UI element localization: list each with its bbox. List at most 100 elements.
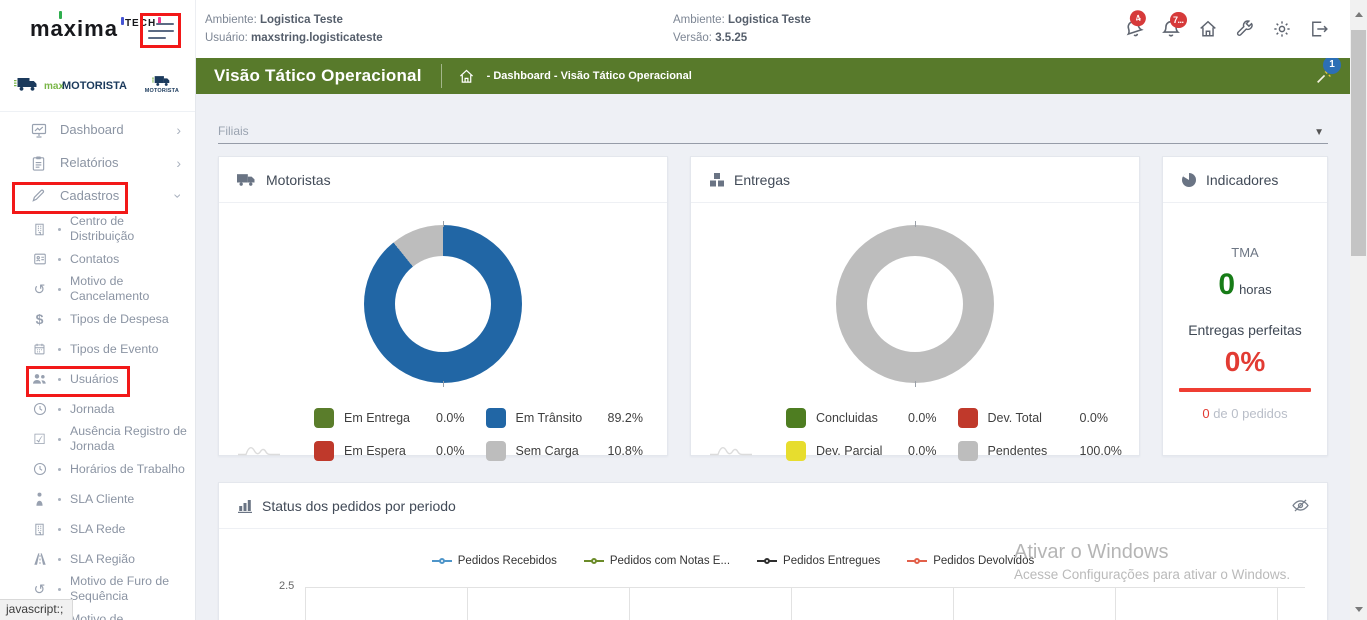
notifications-bell-icon[interactable]: 4 bbox=[1123, 8, 1148, 41]
sidebar-subitem-label: Jornada bbox=[70, 401, 115, 416]
scrollbar-up-arrow[interactable] bbox=[1350, 6, 1367, 23]
sidebar-subitem-centro-de-distribuicao[interactable]: Centro de Distribuição bbox=[0, 214, 195, 244]
pedidos-zero: 0 bbox=[1202, 406, 1210, 421]
sparkline-icon[interactable] bbox=[708, 441, 756, 457]
sparkline-icon[interactable] bbox=[236, 441, 284, 457]
sidebar-item-dashboard[interactable]: Dashboard › bbox=[0, 113, 195, 146]
motoristas-donut-chart bbox=[364, 221, 522, 387]
sidebar-subitem-usuarios[interactable]: Usuários bbox=[0, 364, 195, 397]
users-icon bbox=[31, 373, 48, 386]
caret-down-icon: ▼ bbox=[1314, 127, 1324, 138]
legend-line bbox=[443, 560, 452, 562]
wand-badge: 1 bbox=[1323, 58, 1341, 74]
top-header: maxima TECH Ambiente: Logistica Teste Us… bbox=[0, 0, 1350, 58]
vertical-scrollbar[interactable] bbox=[1350, 0, 1367, 620]
legend-item-pedidos-recebidos[interactable]: Pedidos Recebidos bbox=[431, 555, 557, 567]
logout-icon[interactable] bbox=[1310, 20, 1328, 38]
page-title: Visão Tático Operacional bbox=[214, 66, 422, 85]
sidebar-subitem-ausencia-registro-de-jornada[interactable]: ☑ Ausência Registro de Jornada bbox=[0, 424, 195, 454]
motorista-mini-logo[interactable]: MOTORISTA bbox=[145, 75, 179, 94]
sidebar-subitem-tipos-de-despesa[interactable]: $ Tipos de Despesa bbox=[0, 304, 195, 334]
home-icon[interactable] bbox=[1199, 20, 1217, 38]
legend-line bbox=[769, 560, 778, 562]
ambiente-value: Logistica Teste bbox=[727, 14, 811, 26]
breadcrumb-home-icon[interactable] bbox=[459, 69, 474, 84]
sidebar-item-label: Dashboard bbox=[60, 122, 124, 137]
legend-item-pedidos-com-notas[interactable]: Pedidos com Notas E... bbox=[583, 555, 731, 567]
bullet-dot bbox=[58, 287, 61, 291]
gear-icon[interactable] bbox=[1273, 20, 1291, 38]
filiais-label: Filiais bbox=[218, 124, 249, 138]
legend-item: Pendentes 100.0% bbox=[957, 441, 1130, 461]
sidebar-subitem-label: Centro de Distribuição bbox=[70, 214, 135, 243]
sidebar-subitem-contatos[interactable]: Contatos bbox=[0, 244, 195, 274]
donut-tick bbox=[915, 221, 916, 227]
pencil-icon bbox=[30, 188, 47, 203]
legend-swatch bbox=[957, 408, 978, 428]
sidebar-subitem-sla-regiao[interactable]: SLA Região bbox=[0, 544, 195, 574]
annotation-box-hamburger bbox=[140, 13, 181, 48]
card-title: Motoristas bbox=[266, 171, 331, 188]
scrollbar-thumb[interactable] bbox=[1351, 30, 1366, 256]
sidebar-subitem-sla-cliente[interactable]: SLA Cliente bbox=[0, 484, 195, 514]
truck-icon bbox=[237, 173, 257, 187]
red-underline bbox=[1179, 388, 1311, 392]
legend-label: Sem Carga bbox=[515, 444, 579, 458]
eye-slash-icon[interactable] bbox=[1292, 497, 1309, 514]
pedidos-count-line: 0 de 0 pedidos bbox=[1163, 406, 1327, 421]
usuario-label: Usuário: bbox=[205, 32, 248, 44]
ambiente-label: Ambiente: bbox=[205, 14, 257, 26]
entregas-card: Entregas Concluidas 0.0% bbox=[690, 156, 1140, 461]
scrollbar-down-arrow[interactable] bbox=[1350, 601, 1367, 618]
bullet-dot bbox=[58, 407, 61, 411]
sidebar-subitem-label: Tipos de Despesa bbox=[70, 311, 169, 326]
sidebar-subitem-jornada[interactable]: Jornada bbox=[0, 394, 195, 424]
legend-swatch bbox=[314, 441, 334, 461]
sidebar-subitem-horarios-de-trabalho[interactable]: Horários de Trabalho bbox=[0, 454, 195, 484]
sidebar-item-cadastros[interactable]: Cadastros › bbox=[0, 179, 195, 214]
magic-wand-icon[interactable]: 1 bbox=[1315, 58, 1341, 85]
legend-value: 0.0% bbox=[436, 444, 465, 458]
legend-label: Pedidos Devolvidos bbox=[933, 555, 1035, 567]
versao-label: Versão: bbox=[673, 32, 712, 44]
legend-value: 0.0% bbox=[908, 444, 937, 458]
status-bar-link-preview: javascript:; bbox=[0, 599, 74, 620]
sidebar-item-relatorios[interactable]: Relatórios › bbox=[0, 146, 195, 179]
logo-text: MOTORISTA bbox=[144, 88, 179, 94]
maxmotorista-logo[interactable]: maxMOTORISTA bbox=[14, 76, 127, 94]
legend-item-pedidos-devolvidos[interactable]: Pedidos Devolvidos bbox=[907, 555, 1034, 567]
legend-line bbox=[595, 560, 604, 562]
bullet-dot bbox=[58, 377, 61, 381]
sidebar: maxMOTORISTA MOTORISTA Dashboard › Relat… bbox=[0, 58, 196, 620]
bullet-dot bbox=[58, 347, 61, 351]
status-pedidos-card: Status dos pedidos por periodo Pedidos R… bbox=[218, 482, 1328, 620]
legend-item-pedidos-entregues[interactable]: Pedidos Entregues bbox=[757, 555, 880, 567]
sidebar-subitem-motivo-de-furo-de-sequencia[interactable]: ↺ Motivo de Furo de Sequência bbox=[0, 574, 195, 604]
tma-label: TMA bbox=[1231, 245, 1259, 260]
filiais-select[interactable]: Filiais ▼ bbox=[218, 120, 1328, 144]
card-title: Status dos pedidos por periodo bbox=[262, 497, 456, 514]
ambiente-label: Ambiente: bbox=[673, 14, 725, 26]
sidebar-subitem-label: Contatos bbox=[70, 251, 120, 266]
versao-value: 3.5.25 bbox=[715, 32, 748, 44]
road-icon bbox=[31, 552, 48, 566]
sidebar-subitem-motivo-de[interactable]: Motivo de bbox=[0, 604, 195, 620]
legend-item: Concluidas 0.0% bbox=[786, 408, 958, 428]
sidebar-subitem-label: SLA Cliente bbox=[70, 491, 135, 506]
wrench-icon[interactable] bbox=[1236, 20, 1254, 38]
alerts-bell-icon[interactable]: 7... bbox=[1162, 12, 1187, 38]
brand-tick-green-icon bbox=[59, 11, 62, 19]
sidebar-subitem-motivo-de-cancelamento[interactable]: ↺ Motivo de Cancelamento bbox=[0, 274, 195, 304]
donut-tick bbox=[443, 381, 444, 387]
sidebar-subitem-label: Usuários bbox=[70, 371, 119, 386]
bullet-dot bbox=[58, 557, 61, 561]
legend-value: 89.2% bbox=[607, 411, 643, 425]
hamburger-menu-button[interactable] bbox=[147, 22, 174, 39]
usuario-value: maxstring.logisticateste bbox=[251, 32, 383, 44]
entregas-donut-chart bbox=[836, 221, 994, 387]
legend-label: Pedidos com Notas E... bbox=[609, 555, 731, 567]
motoristas-card: Motoristas Em Entrega 0.0% bbox=[218, 156, 668, 461]
sidebar-subitem-sla-rede[interactable]: SLA Rede bbox=[0, 514, 195, 544]
legend-swatch bbox=[957, 441, 978, 461]
sidebar-subitem-tipos-de-evento[interactable]: Tipos de Evento bbox=[0, 334, 195, 364]
